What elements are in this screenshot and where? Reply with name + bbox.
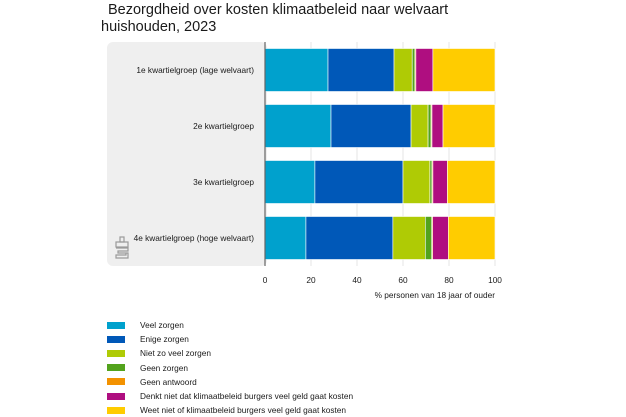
stacked-bar-chart: 1e kwartielgroep (lage welvaart) – Veel … — [134, 42, 503, 300]
bar-segment[interactable]: 2e kwartielgroep – Denkt niet dat klimaa… — [431, 104, 444, 148]
x-tick-label: 60 — [398, 275, 408, 285]
cbs-logo-icon — [115, 236, 129, 259]
legend-item[interactable]: Veel zorgen — [107, 318, 353, 332]
bar-segment[interactable]: 3e kwartielgroep – Geen zorgen: 0.9 — [429, 160, 433, 204]
bar-segment[interactable]: 2e kwartielgroep – Geen zorgen: 1.3 — [427, 104, 432, 148]
category-label: 2e kwartielgroep — [193, 121, 254, 131]
legend: Veel zorgen Enige zorgen Niet zo veel zorg… — [107, 318, 353, 417]
bar-group: 4e kwartielgroep (hoge welvaart) – Veel … — [264, 216, 496, 260]
bar-segment[interactable]: 4e kwartielgroep (hoge welvaart) – Veel … — [264, 216, 307, 260]
legend-item[interactable]: Niet zo veel zorgen — [107, 346, 353, 360]
x-tick-labels: 0 20 40 60 80 100 — [263, 275, 503, 285]
legend-label: Niet zo veel zorgen — [140, 348, 212, 359]
bar-segment[interactable]: 3e kwartielgroep – Weet niet of klimaatb… — [447, 160, 496, 204]
x-tick-label: 40 — [352, 275, 362, 285]
legend-swatch — [107, 406, 125, 414]
bar-segment[interactable]: 4e kwartielgroep (hoge welvaart) – Geen … — [425, 216, 433, 260]
legend-label: Enige zorgen — [140, 334, 189, 345]
legend-swatch — [107, 335, 125, 343]
category-label: 1e kwartielgroep (lage welvaart) — [136, 65, 254, 75]
legend-item[interactable]: Geen antwoord — [107, 375, 353, 389]
legend-swatch — [107, 364, 125, 372]
bar-segment[interactable]: 1e kwartielgroep (lage welvaart) – Enige… — [327, 48, 395, 92]
x-tick-label: 20 — [306, 275, 316, 285]
legend-label: Denkt niet dat klimaatbeleid burgers vee… — [140, 391, 354, 402]
bar-segment[interactable]: 1e kwartielgroep (lage welvaart) – Geen … — [411, 48, 416, 92]
bar-segment[interactable]: 4e kwartielgroep (hoge welvaart) – Enige… — [305, 216, 394, 260]
bar-segment[interactable]: 1e kwartielgroep (lage welvaart) – Denkt… — [415, 48, 434, 92]
chart-title: Bezorgdheid over kosten klimaatbeleid na… — [101, 2, 449, 35]
x-tick-label: 100 — [488, 275, 502, 285]
x-axis-title: % personen van 18 jaar of ouder — [375, 290, 496, 300]
bar-segment[interactable]: 2e kwartielgroep – Enige zorgen: 34.8 — [330, 104, 412, 148]
legend-swatch — [107, 321, 125, 329]
x-tick-label: 80 — [444, 275, 454, 285]
bar-segment[interactable]: 3e kwartielgroep – Veel zorgen: 21.7 — [264, 160, 316, 204]
bar-segment[interactable]: 2e kwartielgroep – Weet niet of klimaatb… — [442, 104, 496, 148]
legend-label: Weet niet of klimaatbeleid burgers veel … — [140, 405, 347, 416]
legend-item[interactable]: Weet niet of klimaatbeleid burgers veel … — [107, 403, 353, 417]
bar-group: 3e kwartielgroep – Veel zorgen: 21.73e k… — [264, 160, 496, 204]
category-panel — [107, 42, 267, 266]
legend-item[interactable]: Geen zorgen — [107, 361, 353, 375]
bar-group: 1e kwartielgroep (lage welvaart) – Veel … — [264, 48, 496, 92]
bars: 1e kwartielgroep (lage welvaart) – Veel … — [264, 48, 496, 260]
bar-segment[interactable]: 4e kwartielgroep (hoge welvaart) – Denkt… — [432, 216, 449, 260]
legend-label: Geen zorgen — [140, 362, 188, 373]
bar-segment[interactable]: 4e kwartielgroep (hoge welvaart) – Weet … — [448, 216, 496, 260]
legend-item[interactable]: Enige zorgen — [107, 332, 353, 346]
bar-segment[interactable]: 1e kwartielgroep (lage welvaart) – Weet … — [432, 48, 496, 92]
legend-item[interactable]: Denkt niet dat klimaatbeleid burgers vee… — [107, 389, 353, 403]
bar-segment[interactable]: 3e kwartielgroep – Enige zorgen: 38.3 — [314, 160, 404, 204]
bar-segment[interactable]: 1e kwartielgroep (lage welvaart) – Veel … — [264, 48, 329, 92]
bar-segment[interactable]: 4e kwartielgroep (hoge welvaart) – Niet … — [392, 216, 426, 260]
bar-segment[interactable]: 2e kwartielgroep – Niet zo veel zorgen: … — [410, 104, 429, 148]
category-label: 4e kwartielgroep (hoge welvaart) — [134, 233, 255, 243]
legend-label: Veel zorgen — [140, 320, 184, 331]
legend-label: Geen antwoord — [140, 376, 197, 387]
bar-segment[interactable]: 3e kwartielgroep – Niet zo veel zorgen: … — [402, 160, 431, 204]
bar-segment[interactable]: 2e kwartielgroep – Veel zorgen: 28.7 — [264, 104, 332, 148]
category-labels: 1e kwartielgroep (lage welvaart) 2e kwart… — [134, 65, 255, 243]
legend-swatch — [107, 349, 125, 357]
bar-group: 2e kwartielgroep – Veel zorgen: 28.72e k… — [264, 104, 496, 148]
bar-segment[interactable]: 1e kwartielgroep (lage welvaart) – Niet … — [393, 48, 413, 92]
x-tick-label: 0 — [263, 275, 268, 285]
bar-segment[interactable]: 3e kwartielgroep – Denkt niet dat klimaa… — [432, 160, 448, 204]
legend-swatch — [107, 392, 125, 400]
legend-swatch — [107, 378, 125, 386]
category-label: 3e kwartielgroep — [193, 177, 254, 187]
